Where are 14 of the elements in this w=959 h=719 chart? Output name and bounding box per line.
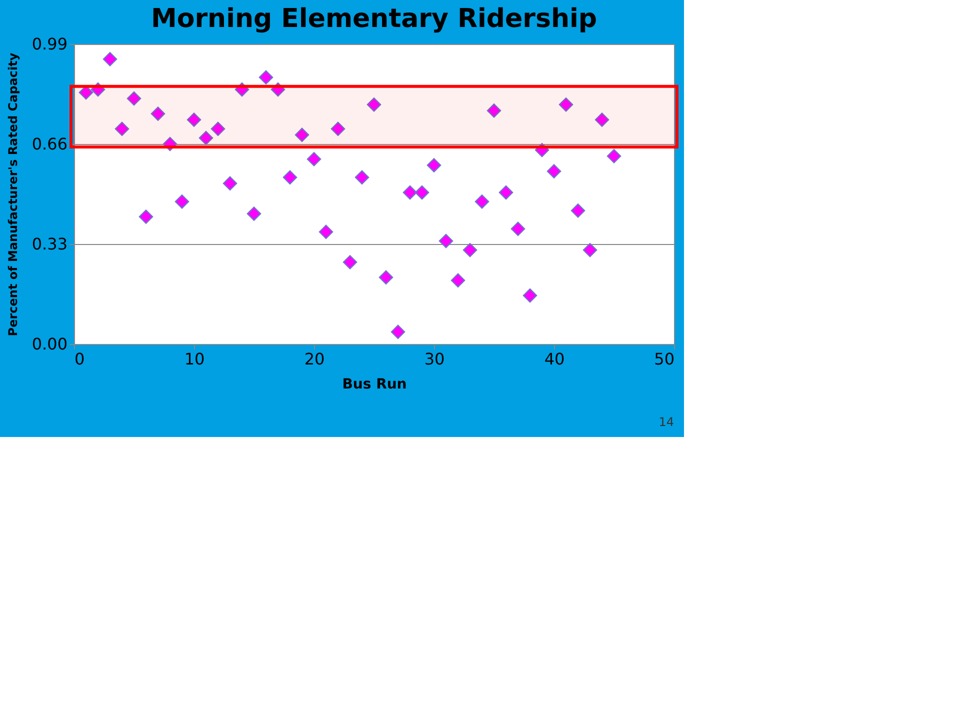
- y-tick-label: 0.99: [32, 34, 68, 54]
- y-tick-label: 0.33: [32, 234, 68, 254]
- y-tick-label: 0.00: [32, 334, 68, 354]
- chart-title: Morning Elementary Ridership: [151, 4, 597, 34]
- y-tick-label: 0.66: [32, 134, 68, 154]
- x-axis-title: Bus Run: [342, 376, 407, 392]
- x-tick-label: 20: [304, 350, 325, 368]
- text: 14: [658, 415, 674, 429]
- x-tick-label: 50: [654, 350, 674, 368]
- y-axis-title: Percent of Manufacturer's Rated Capacity: [6, 52, 20, 336]
- x-tick-label: 30: [424, 350, 445, 368]
- x-tick-label: 40: [544, 350, 565, 368]
- x-tick-label: 0: [74, 350, 85, 368]
- x-tick-label: 10: [184, 350, 205, 368]
